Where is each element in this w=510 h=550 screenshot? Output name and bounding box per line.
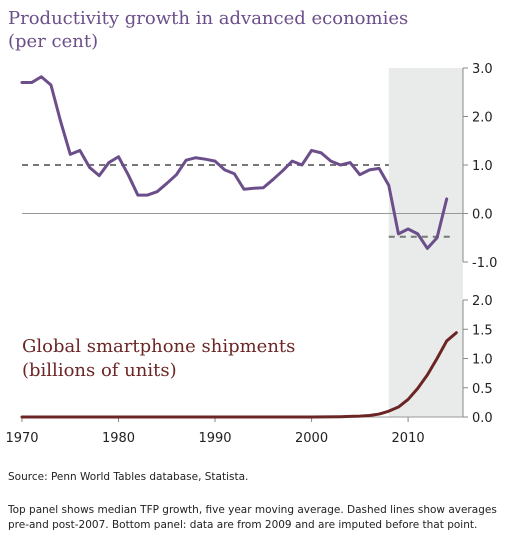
bottom-y-tick-label: 1.5 <box>472 323 493 338</box>
x-tick-label: 1980 <box>102 431 135 446</box>
post-2008-shaded-region <box>388 68 463 417</box>
bottom-y-tick-label: 1.0 <box>472 353 493 368</box>
chart-canvas: 3.0 2.0 1.0 0.0 -1.0 2.0 1.5 1.0 0.5 0.0 1970 198… <box>5 8 497 446</box>
x-tick-label: 1990 <box>198 431 231 446</box>
top-y-tick-label: 1.0 <box>472 159 493 174</box>
productivity-series-line <box>20 75 449 250</box>
source-note: Source: Penn World Tables database, Stat… <box>8 471 249 483</box>
top-y-tick-label: 3.0 <box>472 62 493 77</box>
x-tick-label: 1970 <box>5 431 38 446</box>
bottom-y-tick-label: 0.0 <box>472 411 493 426</box>
bottom-chart-subtitle: (billions of units) <box>22 360 177 381</box>
top-chart-subtitle: (per cent) <box>8 31 98 52</box>
bottom-chart-title: Global smartphone shipments <box>22 336 295 357</box>
x-tick-label: 2010 <box>392 431 425 446</box>
top-y-tick-label: 2.0 <box>472 111 493 126</box>
bottom-y-tick-label: 2.0 <box>472 294 493 309</box>
top-y-axis: 3.0 2.0 1.0 0.0 -1.0 <box>462 62 497 271</box>
top-y-tick-label: 0.0 <box>472 208 493 223</box>
top-chart-title: Productivity growth in advanced economie… <box>8 8 408 29</box>
x-axis: 1970 1980 1990 2000 2010 <box>5 417 425 446</box>
bottom-y-axis: 2.0 1.5 1.0 0.5 0.0 <box>462 294 493 426</box>
smartphone-series-line <box>20 331 458 419</box>
bottom-y-tick-label: 0.5 <box>472 382 493 397</box>
x-tick-label: 2000 <box>295 431 328 446</box>
top-y-tick-label: -1.0 <box>472 256 497 271</box>
footnote: Top panel shows median TFP growth, five … <box>8 504 497 531</box>
